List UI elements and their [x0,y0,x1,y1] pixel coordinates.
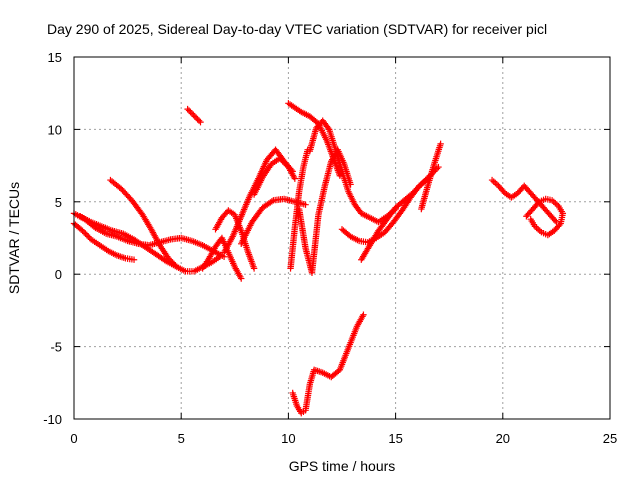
data-point [527,215,534,223]
data-point [418,181,425,188]
data-point [187,108,194,116]
data-point [552,200,559,207]
y-tick-label: 10 [48,122,62,137]
x-tick-label: 20 [496,431,510,446]
data-point [190,111,197,119]
data-point [420,178,428,185]
data-point [433,165,441,172]
data-point [435,163,442,171]
y-tick-label: 0 [55,267,62,282]
series-track-i [238,195,309,247]
data-point [188,110,196,117]
data-point [551,217,559,224]
data-point [173,263,181,271]
data-point [191,113,198,120]
data-point [85,233,92,240]
data-point [268,198,276,205]
x-tick-label: 15 [388,431,402,446]
data-point [216,253,223,261]
data-point [238,275,245,282]
x-tick-label: 0 [70,431,77,446]
series-track-n [306,117,399,226]
data-point [185,107,193,114]
y-tick-label: -10 [43,412,62,427]
series-track-j [250,155,299,198]
data-point [291,175,299,182]
y-tick-label: -5 [50,340,62,355]
data-point [419,179,426,187]
data-point [493,181,501,188]
y-axis-label: SDTVAR / TECUs [6,182,22,294]
series-track-e [184,105,204,126]
series-track-m [295,146,354,276]
data-point [409,189,416,197]
data-point [278,156,285,164]
data-point [193,114,200,122]
x-tick-label: 5 [178,431,185,446]
data-point [282,160,289,168]
data-point [490,178,497,185]
data-point [80,229,88,236]
series-track-f [199,234,245,282]
data-point [412,187,419,194]
data-point [488,176,496,184]
data-point [410,188,418,195]
series-track-t [523,195,567,239]
data-point [194,116,201,123]
data-point [280,159,288,166]
series-track-q [418,140,444,213]
y-tick-label: 15 [48,50,62,65]
data-point [83,231,91,239]
series-track-h [220,146,296,256]
data-point [492,179,499,187]
plot-frame [73,56,611,420]
x-tick-label: 10 [281,431,295,446]
data-point [324,124,332,132]
data-point [250,265,258,272]
data-point [195,117,203,124]
series-track-s [488,176,560,226]
axis-ticks: 0 5 10 15 20 25 -10 -5 0 5 10 15 [43,50,617,446]
x-tick-label: 25 [603,431,617,446]
data-point [534,200,542,207]
data-point [79,227,86,234]
data-point [130,256,138,263]
data-point [415,184,422,191]
data-point [437,140,444,148]
series-track-d [77,213,181,271]
data-point [279,158,286,165]
data-point [360,311,367,318]
data-point [302,201,309,208]
data-point [161,256,168,264]
chart-title: Day 290 of 2025, Sidereal Day-to-day VTE… [47,21,547,37]
data-point [413,185,421,192]
data-points [70,100,567,417]
x-axis-label: GPS time / hours [289,458,396,474]
data-point [276,155,284,162]
series-track-r [289,311,367,417]
data-point [534,226,542,233]
data-point [184,105,191,113]
data-point [416,182,424,190]
y-tick-label: 5 [55,195,62,210]
series-track-k [285,100,344,179]
data-point [82,230,89,237]
data-point [197,118,204,126]
grid-lines [74,57,610,419]
